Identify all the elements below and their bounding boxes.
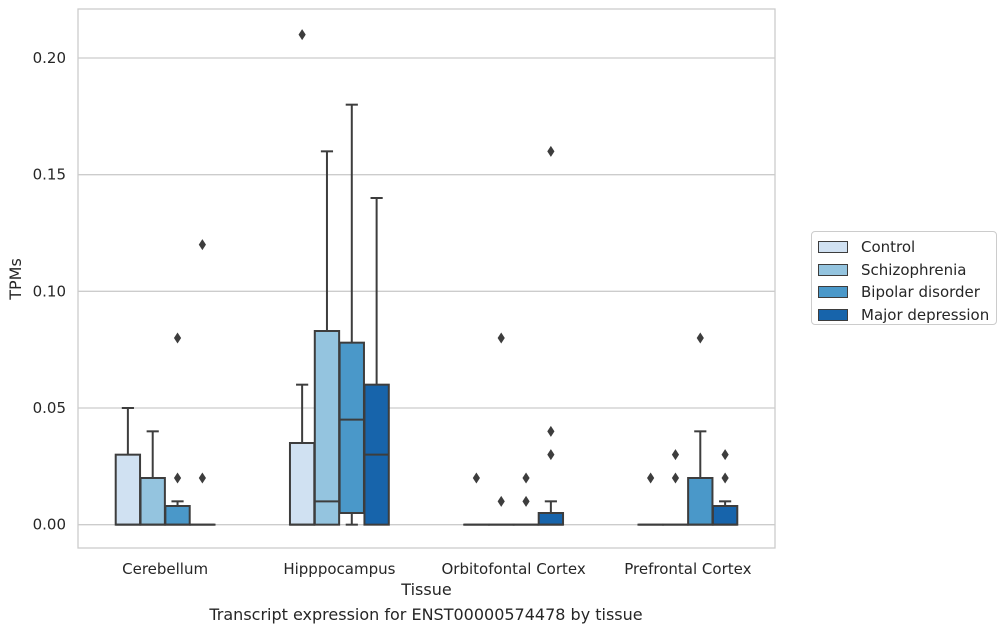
outlier-point: [721, 449, 729, 461]
outlier-point: [198, 239, 206, 251]
box-iqr: [313, 330, 341, 526]
box-prefrontal-cortex-major-depression: [711, 449, 739, 526]
box-prefrontal-cortex-bipolar-disorder: [687, 332, 714, 526]
box-hipppocampus-bipolar-disorder: [338, 103, 365, 526]
y-tick-label: 0.10: [33, 282, 66, 300]
outlier-point: [522, 472, 530, 484]
legend-label-bipolar-disorder: Bipolar disorder: [861, 283, 980, 302]
figure-caption: Transcript expression for ENST0000057447…: [209, 605, 643, 624]
y-tick-label: 0.15: [33, 166, 66, 184]
plot-area: [77, 8, 776, 549]
box-cerebellum-bipolar-disorder: [164, 332, 191, 526]
legend-label-schizophrenia: Schizophrenia: [861, 260, 967, 279]
outlier-point: [298, 29, 306, 41]
legend-swatch-schizophrenia: [818, 263, 848, 276]
outlier-point: [173, 332, 182, 344]
legend-item-bipolar-disorder: Bipolar disorder: [818, 281, 996, 304]
x-tick-labels: Cerebellum Hipppocampus Orbitofontal Corte…: [122, 560, 751, 578]
legend-item-schizophrenia: Schizophrenia: [818, 259, 996, 282]
box-iqr: [164, 505, 191, 526]
outlier-point: [472, 472, 480, 484]
outlier-point: [497, 332, 505, 344]
outlier-point: [522, 495, 530, 507]
x-tick-label: Prefrontal Cortex: [624, 560, 751, 578]
box-prefrontal-cortex-schizophrenia: [662, 449, 689, 526]
legend-label-control: Control: [861, 238, 916, 257]
outlier-point: [721, 472, 729, 484]
boxes-layer: [114, 29, 739, 526]
legend-item-control: Control: [818, 236, 996, 259]
legend-item-major-depression: Major depression: [818, 304, 996, 327]
box-hipppocampus-major-depression: [363, 197, 390, 526]
x-tick-label: Cerebellum: [122, 560, 208, 578]
box-iqr: [338, 341, 365, 514]
outlier-point: [497, 495, 505, 507]
y-tick-label: 0.20: [33, 49, 66, 67]
x-tick-label: Orbitofontal Cortex: [442, 560, 586, 578]
box-cerebellum-control: [114, 407, 142, 526]
outlier-point: [647, 472, 655, 484]
box-iqr: [687, 477, 714, 526]
legend-swatch-bipolar-disorder: [818, 286, 848, 299]
box-orbitofontal-cortex-major-depression: [537, 145, 565, 526]
box-cerebellum-major-depression: [189, 239, 216, 526]
y-tick-label: 0.05: [33, 399, 66, 417]
box-hipppocampus-schizophrenia: [313, 150, 341, 526]
legend-label-major-depression: Major depression: [861, 305, 990, 324]
box-iqr: [711, 505, 739, 526]
box-iqr: [288, 442, 316, 526]
box-iqr: [139, 477, 166, 526]
box-iqr: [537, 512, 565, 526]
x-tick-label: Hipppocampus: [283, 560, 395, 578]
legend-swatch-major-depression: [818, 308, 848, 321]
outlier-point: [671, 449, 680, 461]
legend-swatch-control: [818, 241, 848, 254]
box-iqr: [114, 453, 142, 526]
y-tick-label: 0.00: [33, 516, 66, 534]
outlier-point: [547, 145, 555, 157]
outlier-point: [547, 425, 555, 437]
outlier-point: [696, 332, 704, 344]
outlier-point: [173, 472, 182, 484]
y-axis-title: TPMs: [6, 258, 25, 301]
box-cerebellum-schizophrenia: [139, 430, 166, 526]
outlier-point: [671, 472, 680, 484]
legend: Control Schizophrenia Bipolar disorder M…: [811, 231, 997, 325]
outlier-point: [547, 449, 555, 461]
x-axis-title: Tissue: [400, 580, 451, 599]
outlier-point: [198, 472, 206, 484]
y-tick-labels: 0.00 0.05 0.10 0.15 0.20: [33, 49, 66, 534]
